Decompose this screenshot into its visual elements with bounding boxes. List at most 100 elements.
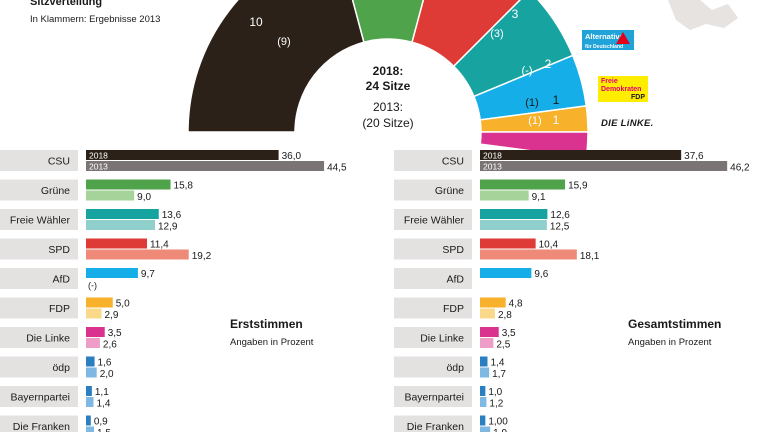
bar-value-2013-die-franken: 1,9 [493, 428, 507, 432]
seat-segment-gruene [351, 0, 425, 44]
bar-2013-die-franken [480, 426, 491, 432]
bar-value-2018-fdp: 4,8 [509, 299, 523, 310]
category-box-freie-waehler [394, 209, 472, 230]
category-box-spd [394, 238, 472, 260]
category-label-freie-waehler: Freie Wähler [10, 215, 71, 227]
bar-value-2018-bayernpartei: 1,0 [488, 387, 502, 398]
bar-value-2018-afd: 9,7 [141, 269, 155, 280]
seat-label-csu-2013: (9) [277, 36, 290, 48]
gesamtstimmen-subtitle: Angaben in Prozent [628, 337, 712, 348]
bar-value-2018-freie-waehler: 13,6 [162, 210, 182, 221]
bar-2018-die-linke [86, 327, 105, 337]
seat-center-2018-label: 2018: [373, 64, 404, 78]
bar-2013-oedp [86, 367, 97, 378]
category-label-die-linke: Die Linke [420, 333, 464, 345]
bar-2018-csu [86, 150, 279, 160]
category-label-spd: SPD [48, 244, 70, 256]
seat-center-2013-label: 2013: [373, 100, 403, 114]
bar-2013-die-franken [86, 426, 95, 432]
bar-value-2013-gruene: 9,0 [137, 192, 151, 203]
bar-2013-oedp [480, 367, 490, 378]
category-box-die-linke [394, 327, 472, 348]
afd-arrow-icon [616, 32, 630, 44]
category-box-csu [394, 150, 472, 171]
bar-value-2013-freie-waehler: 12,9 [158, 222, 178, 233]
bar-value-2013-die-linke: 2,5 [496, 340, 510, 351]
category-label-csu: CSU [442, 156, 464, 168]
category-box-gruene [0, 179, 78, 201]
category-label-bayernpartei: Bayernpartei [10, 392, 70, 404]
seat-segment-csu [187, 0, 365, 133]
fdp-logo-line2: Demokraten [601, 86, 642, 93]
chart-title: Sitzverteilung [30, 0, 103, 8]
category-label-bayernpartei: Bayernpartei [404, 392, 464, 404]
bar-value-2018-oedp: 1,4 [490, 358, 504, 369]
bar-2013-freie-waehler [86, 220, 156, 230]
bar-2018-spd [480, 238, 536, 249]
bar-2018-die-franken [480, 415, 486, 426]
bar-2018-die-franken [86, 415, 91, 426]
category-label-die-linke: Die Linke [26, 333, 70, 345]
fdp-logo-line1: Freie [601, 78, 618, 85]
category-box-die-franken [394, 415, 472, 432]
category-box-afd [0, 268, 78, 289]
bar-2013-csu [480, 161, 728, 171]
bar-value-2013-bayernpartei: 1,2 [489, 399, 503, 410]
bar-value-2018-fdp: 5,0 [116, 299, 130, 310]
category-label-gruene: Grüne [435, 185, 464, 197]
bar-2018-gruene [86, 179, 171, 190]
category-label-oedp: ödp [446, 362, 464, 374]
category-label-freie-waehler: Freie Wähler [404, 215, 465, 227]
seat-label-freie-waehler-2013: (3) [490, 28, 503, 40]
category-box-afd [394, 268, 472, 289]
category-box-die-linke [0, 327, 78, 348]
bar-2018-bayernpartei [86, 386, 92, 396]
category-label-csu: CSU [48, 156, 70, 168]
seat-label-freie-waehler-2018: 3 [512, 7, 519, 21]
afd-logo-line1: Alternative [585, 32, 624, 41]
bar-2018-afd [86, 268, 138, 278]
bar-value-2013-fdp: 2,9 [105, 310, 119, 321]
seat-label-linke-2018: 1 [553, 113, 560, 127]
linke-logo: DIE LiNKE. [601, 118, 654, 129]
category-box-bayernpartei [0, 386, 78, 407]
series-label-2018: 2018 [89, 151, 108, 161]
bar-value-2018-die-linke: 3,5 [108, 328, 122, 339]
bar-2018-freie-waehler [86, 209, 159, 219]
bar-value-2013-die-franken: 1,5 [97, 428, 111, 432]
bar-2013-gruene [86, 190, 135, 201]
bar-2013-spd [480, 249, 577, 260]
category-box-spd [0, 238, 78, 260]
bar-2013-fdp [86, 308, 102, 319]
bar-2018-afd [480, 268, 532, 278]
bar-2018-freie-waehler [480, 209, 548, 219]
category-label-afd: AfD [52, 274, 70, 286]
bar-value-2013-die-linke: 2,6 [103, 340, 117, 351]
erststimmen-title: Erststimmen [230, 317, 303, 331]
fdp-logo-line3: FDP [631, 94, 645, 101]
bar-value-2018-die-franken: 1,00 [488, 417, 508, 428]
seat-center-2018-seats: 24 Sitze [366, 79, 411, 93]
seat-label-csu-2018: 10 [249, 15, 263, 29]
category-label-die-franken: Die Franken [13, 421, 70, 432]
seat-distribution-chart: 10 (9) 3 (3) 2 (-) 1 (1) 1 (1) 2018:24 Sitze 2013: (… [187, 0, 738, 150]
bar-2013-die-linke [480, 338, 494, 348]
erststimmen-subtitle: Angaben in Prozent [230, 337, 314, 348]
bar-2013-bayernpartei [480, 397, 487, 407]
category-box-die-franken [0, 415, 78, 432]
bar-value-2018-oedp: 1,6 [98, 358, 112, 369]
category-box-gruene [394, 179, 472, 201]
bar-value-2018-csu: 37,6 [684, 151, 704, 162]
bar-value-2018-spd: 11,4 [150, 240, 169, 251]
category-box-fdp [0, 297, 78, 319]
bar-value-2013-afd: (-) [88, 281, 97, 291]
bar-value-2018-die-linke: 3,5 [502, 328, 516, 339]
afd-logo: Alternative für Deutschland [582, 30, 634, 50]
category-label-spd: SPD [442, 244, 464, 256]
map-decoration [668, 0, 738, 30]
bar-2018-die-linke [480, 327, 499, 337]
bar-2013-gruene [480, 190, 529, 201]
bar-2018-fdp [86, 297, 113, 308]
bar-value-2013-spd: 19,2 [192, 251, 212, 262]
